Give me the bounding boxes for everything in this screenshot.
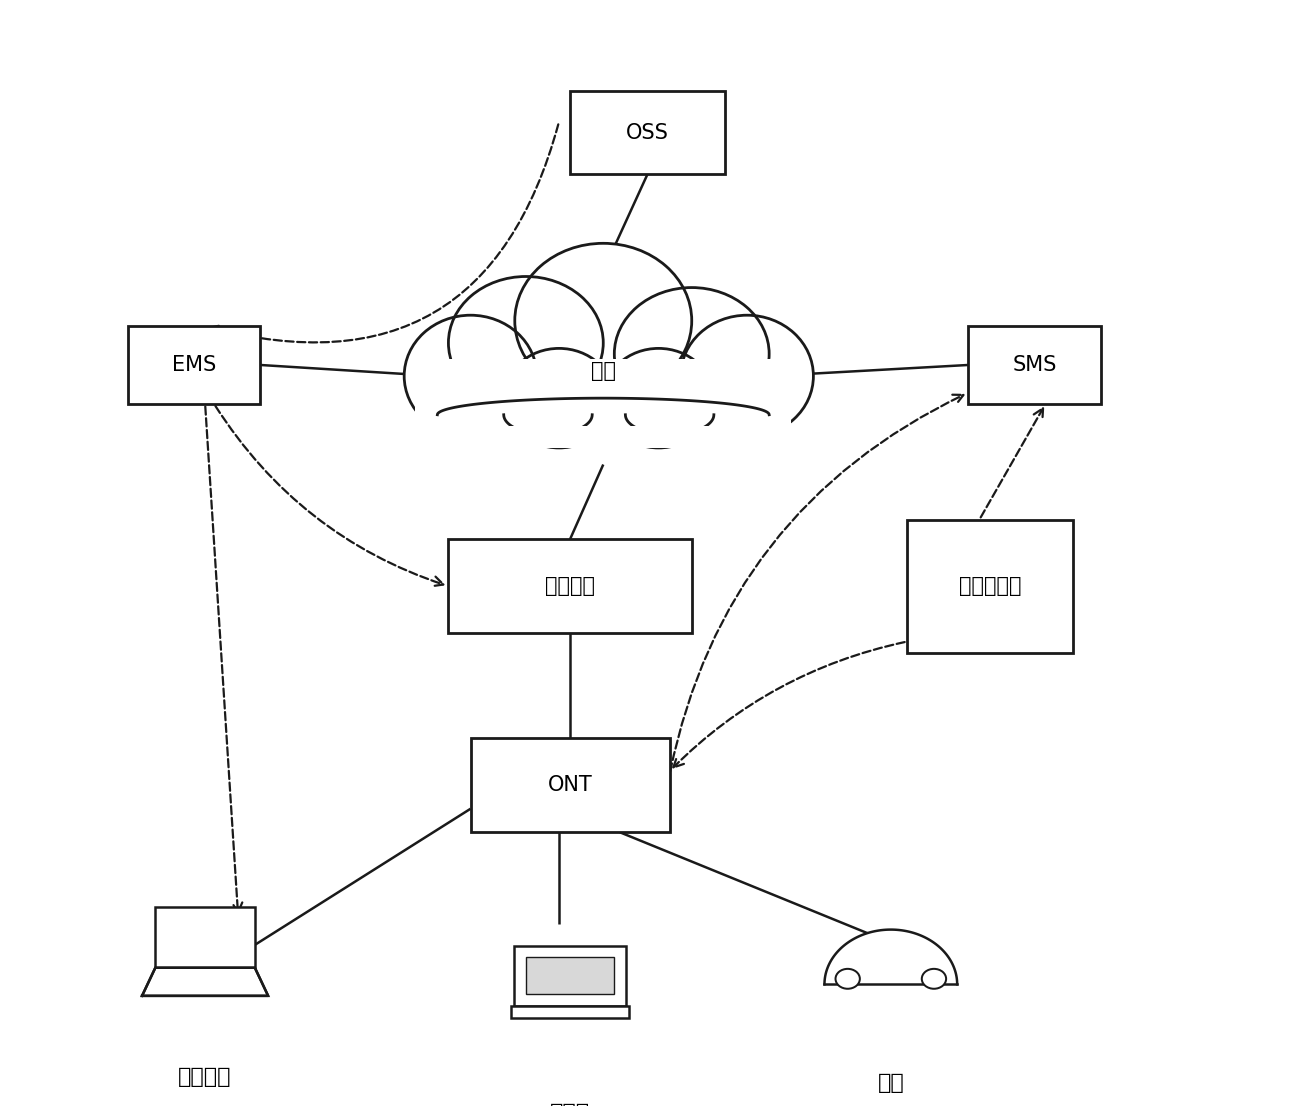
Bar [426, 426, 780, 448]
Text: 局端设备: 局端设备 [545, 576, 596, 596]
Text: 网络: 网络 [591, 361, 615, 380]
Text: 服务提供商: 服务提供商 [960, 576, 1022, 596]
Bar [128, 326, 260, 404]
Bar [908, 520, 1074, 653]
Ellipse shape [504, 348, 614, 448]
Text: ONT: ONT [548, 775, 592, 795]
Bar [510, 1006, 629, 1018]
Bar [969, 326, 1101, 404]
Bar [526, 957, 614, 994]
Text: EMS: EMS [172, 355, 216, 375]
Text: OSS: OSS [625, 123, 670, 143]
Text: 桌面电脑: 桌面电脑 [179, 1067, 232, 1087]
Ellipse shape [922, 969, 947, 989]
Bar [570, 92, 725, 174]
Ellipse shape [681, 315, 813, 437]
Ellipse shape [515, 243, 692, 398]
Text: 机顶盒: 机顶盒 [550, 1103, 591, 1106]
Ellipse shape [614, 288, 769, 420]
Ellipse shape [448, 276, 603, 409]
Polygon shape [825, 930, 957, 984]
Text: 电话: 电话 [878, 1073, 904, 1093]
Polygon shape [142, 968, 268, 995]
Text: SMS: SMS [1013, 355, 1057, 375]
Ellipse shape [835, 969, 860, 989]
Bar [448, 540, 692, 633]
Ellipse shape [603, 348, 714, 448]
Ellipse shape [404, 315, 537, 437]
Bar [514, 946, 627, 1006]
Bar [470, 739, 670, 833]
Bar [155, 907, 255, 968]
Bar [416, 359, 791, 437]
